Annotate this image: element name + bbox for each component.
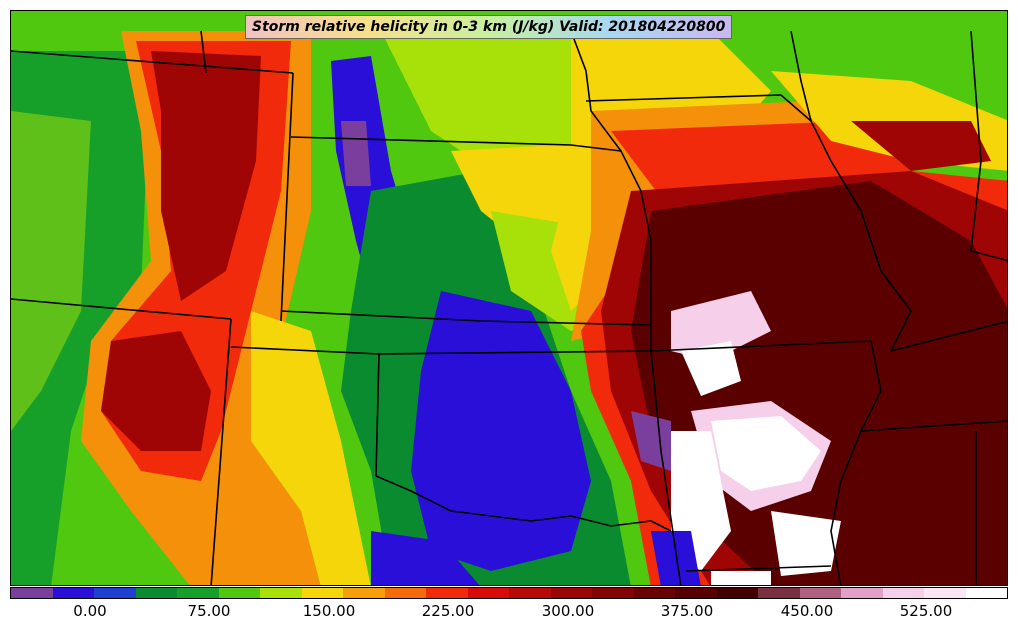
map-title-text: Storm relative helicity in 0-3 km (J/kg)… bbox=[252, 19, 726, 35]
colorbar-tick-label: 0.00 bbox=[73, 602, 107, 620]
colorbar-segment bbox=[633, 588, 675, 598]
border-ar-west bbox=[650, 350, 682, 585]
border-co-nm bbox=[11, 298, 232, 320]
field-white-3 bbox=[771, 511, 841, 576]
field-west-darkred2 bbox=[101, 331, 211, 451]
border-il-ky bbox=[890, 320, 1007, 352]
colorbar-segment bbox=[675, 588, 717, 598]
colorbar-tick-label: 75.00 bbox=[187, 602, 231, 620]
border-nm-east bbox=[210, 318, 232, 585]
border-ia-il-river bbox=[790, 30, 812, 122]
colorbar-segment bbox=[11, 588, 53, 598]
colorbar-segment bbox=[882, 588, 924, 598]
border-ok-tx-red bbox=[375, 475, 672, 532]
field-pink-1 bbox=[671, 291, 771, 361]
border-sd-ne bbox=[290, 136, 622, 152]
field-yellow-band bbox=[251, 311, 371, 585]
map-title: Storm relative helicity in 0-3 km (J/kg)… bbox=[245, 15, 733, 39]
field-blue-central bbox=[411, 291, 591, 571]
border-ne-ks bbox=[280, 310, 652, 326]
border-ia-mo bbox=[585, 94, 812, 122]
colorbar-segment bbox=[509, 588, 551, 598]
colorbar-segment bbox=[94, 588, 136, 598]
colorbar-tick-label: 225.00 bbox=[421, 602, 475, 620]
colorbar-segment bbox=[384, 588, 426, 598]
colorbar-segment bbox=[799, 588, 841, 598]
colorbar-tick-label: 150.00 bbox=[302, 602, 356, 620]
colorbar-segment bbox=[467, 588, 509, 598]
border-wy-east bbox=[280, 72, 294, 322]
colorbar-segment bbox=[965, 588, 1007, 598]
colorbar-segment bbox=[218, 588, 260, 598]
colorbar-segment bbox=[301, 588, 343, 598]
colorbar-segment bbox=[758, 588, 800, 598]
colorbar-tick-label: 375.00 bbox=[660, 602, 714, 620]
colorbar-segment bbox=[550, 588, 592, 598]
border-nd-sd bbox=[200, 30, 207, 74]
border-tn-ms bbox=[860, 420, 1007, 432]
border-ar-east bbox=[830, 340, 882, 585]
border-mo-west bbox=[570, 30, 652, 351]
field-white-1 bbox=[711, 416, 821, 491]
colorbar-segment bbox=[135, 588, 177, 598]
colorbar-segment bbox=[343, 588, 385, 598]
field-white-4 bbox=[681, 341, 741, 396]
colorbar bbox=[10, 587, 1008, 599]
colorbar-segment bbox=[177, 588, 219, 598]
border-il-in bbox=[970, 30, 1007, 262]
colorbar-labels: 0.00 75.00 150.00 225.00 300.00 375.00 450.00 5… bbox=[10, 602, 1008, 624]
colorbar-tick-label: 300.00 bbox=[541, 602, 595, 620]
border-ks-ok bbox=[378, 350, 652, 355]
border-mo-east bbox=[810, 120, 912, 352]
border-wy-co-ne bbox=[11, 50, 294, 74]
map-canvas bbox=[11, 11, 1007, 585]
field-blue-south bbox=[371, 531, 480, 585]
field-west-darkred bbox=[151, 51, 261, 301]
state-borders bbox=[11, 30, 1007, 585]
colorbar-tick-label: 525.00 bbox=[899, 602, 953, 620]
field-purple-north bbox=[341, 121, 371, 186]
colorbar-segment bbox=[260, 588, 302, 598]
colorbar-tick-label: 450.00 bbox=[780, 602, 834, 620]
border-ar-la bbox=[685, 565, 832, 572]
colorbar-segment bbox=[716, 588, 758, 598]
helicity-map bbox=[10, 10, 1008, 586]
colorbar-segment bbox=[52, 588, 94, 598]
colorbar-segment bbox=[426, 588, 468, 598]
colorbar-segment bbox=[592, 588, 634, 598]
colorbar-segment bbox=[924, 588, 966, 598]
colorbar-segment bbox=[841, 588, 883, 598]
field-white-5 bbox=[711, 571, 771, 585]
field-west-lime bbox=[11, 111, 91, 431]
border-ar-north bbox=[650, 340, 872, 352]
field-ne-red bbox=[851, 121, 991, 171]
